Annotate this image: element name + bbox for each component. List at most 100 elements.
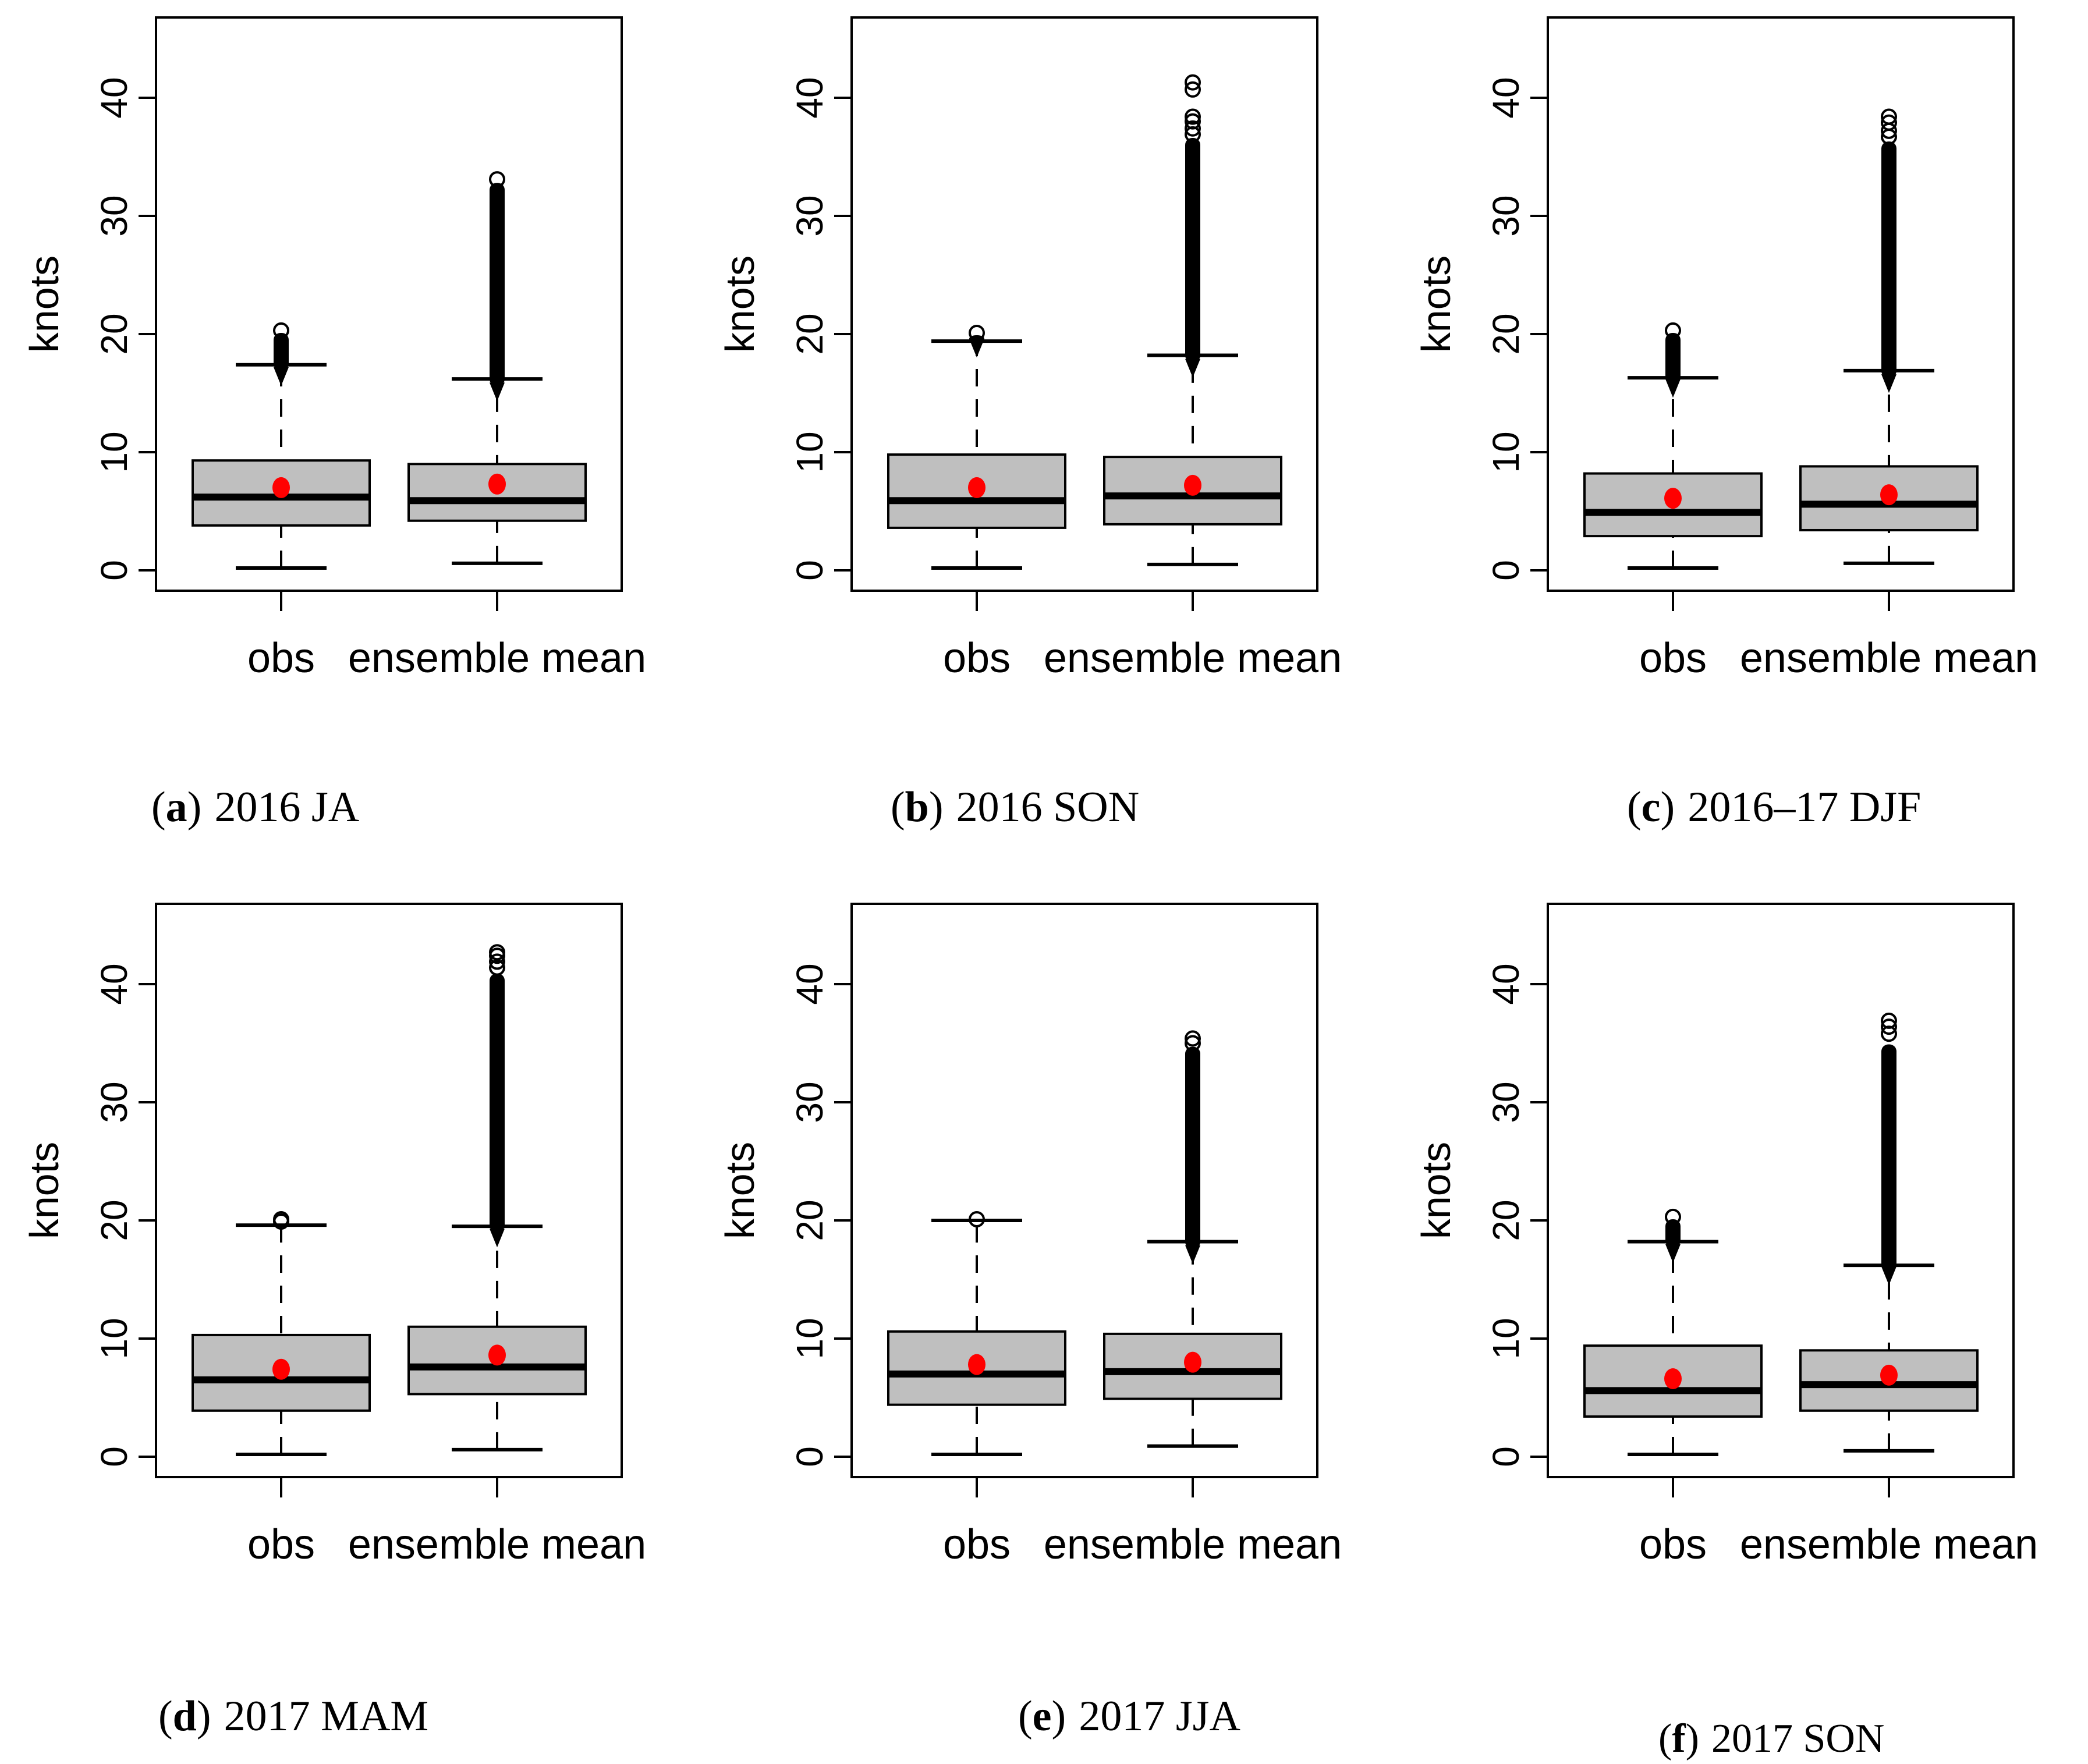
y-axis-label: knots (1413, 1142, 1459, 1239)
mean-dot-obs (1664, 488, 1682, 509)
x-category-label-obs: obs (943, 635, 1011, 682)
mean-dot-ensemble-mean (488, 1344, 506, 1366)
outlier-circle-obs (1665, 322, 1681, 339)
outlier-circle-ensemble-mean (1185, 1035, 1201, 1052)
outlier-band-tip-obs (274, 367, 289, 386)
caption-label: 2017 JJA (1079, 1692, 1240, 1740)
mean-dot-ensemble-mean (1880, 1364, 1898, 1386)
outlier-circle-ensemble-mean (1881, 1012, 1897, 1029)
outlier-circle-obs (969, 324, 985, 341)
caption-panel-b: (b) 2016 SON (696, 725, 1392, 886)
caption-text: (e) 2017 JJA (1018, 1692, 1240, 1740)
x-category-label-obs: obs (1639, 1521, 1707, 1568)
outlier-band-tip-ensemble-mean (490, 382, 505, 402)
caption-paren: ( (891, 783, 905, 831)
outlier-band-ensemble-mean (490, 183, 505, 386)
y-tick-label: 40 (1485, 963, 1527, 1005)
mean-dot-obs (1664, 1368, 1682, 1390)
y-tick-label: 40 (789, 77, 831, 118)
outlier-band-tip-obs (1665, 379, 1681, 398)
y-tick-label: 10 (93, 1318, 135, 1359)
outlier-circle-ensemble-mean (1881, 108, 1897, 125)
panel-f-plot: 0 10 20 30 40 knots obs ensemble mean (1413, 903, 2038, 1568)
y-tick-label: 30 (789, 195, 831, 236)
caption-paren: ( (151, 783, 166, 831)
x-category-label-ensemble-mean: ensemble mean (1044, 1521, 1342, 1568)
caption-paren: ) (196, 1692, 211, 1740)
y-tick-label: 40 (93, 963, 135, 1005)
iqr-box-obs (1583, 1344, 1763, 1418)
x-category-label-obs: obs (1639, 635, 1707, 682)
outlier-circle-obs (969, 1211, 985, 1227)
caption-label: 2017 MAM (224, 1692, 429, 1740)
outlier-band-tip-ensemble-mean (1185, 1245, 1200, 1264)
outlier-band-tip-obs (969, 339, 984, 358)
y-tick-label: 20 (1485, 313, 1527, 354)
caption-label: 2016 SON (956, 783, 1140, 831)
panel-b-plot: 0 10 20 30 40 knots obs ensemble mean (717, 16, 1342, 682)
mean-dot-obs (272, 477, 290, 498)
outlier-band-tip-ensemble-mean (1881, 374, 1896, 393)
outlier-circle-ensemble-mean (1185, 81, 1201, 98)
y-tick-label: 10 (789, 1318, 831, 1359)
caption-paren: ) (1051, 1692, 1066, 1740)
outlier-band-tip-ensemble-mean (490, 1229, 505, 1248)
caption-letter: a (165, 783, 187, 831)
caption-letter: f (1672, 1716, 1686, 1761)
y-axis-label: knots (717, 1142, 763, 1239)
caption-panel-e: (e) 2017 JJA (696, 1611, 1392, 1764)
y-tick-label: 10 (1485, 1318, 1527, 1359)
y-tick-label: 20 (93, 313, 135, 354)
panel-a-plot: 0 10 20 30 40 knots obs ensemble mean (22, 16, 646, 682)
y-tick-label: 30 (93, 195, 135, 236)
outlier-band-ensemble-mean (1881, 1044, 1896, 1270)
y-tick-label: 0 (1485, 1446, 1527, 1467)
caption-letter: e (1032, 1692, 1052, 1740)
panel-e-plot: 0 10 20 30 40 knots obs ensemble mean (717, 903, 1342, 1568)
caption-text: (a) 2016 JA (151, 783, 359, 831)
outlier-circle-ensemble-mean (489, 953, 505, 970)
outlier-circle-ensemble-mean (1185, 74, 1201, 91)
caption-text: (c) 2016–17 DJF (1627, 783, 1921, 831)
x-category-label-obs: obs (943, 1521, 1011, 1568)
caption-paren: ) (1685, 1716, 1699, 1761)
caption-text: (f) 2017 SON (1658, 1716, 1884, 1761)
caption-panel-c: (c) 2016–17 DJF (1392, 725, 2088, 886)
y-tick-label: 30 (93, 1081, 135, 1123)
mean-dot-obs (968, 477, 985, 498)
y-tick-label: 30 (789, 1081, 831, 1123)
outlier-circle-ensemble-mean (1185, 113, 1201, 130)
caption-paren: ) (1660, 783, 1675, 831)
y-tick-label: 40 (93, 77, 135, 118)
mean-dot-obs (272, 1358, 290, 1380)
x-category-label-ensemble-mean: ensemble mean (348, 1521, 646, 1568)
y-tick-label: 30 (1485, 195, 1527, 236)
caption-paren: ( (1627, 783, 1642, 831)
y-axis-label: knots (717, 255, 763, 353)
x-category-label-ensemble-mean: ensemble mean (1740, 635, 2038, 682)
caption-label: 2016–17 DJF (1688, 783, 1922, 831)
outlier-circle-ensemble-mean (1185, 1030, 1201, 1047)
panel-d-plot: 0 10 20 30 40 knots obs ensemble mean (22, 903, 646, 1568)
y-tick-label: 10 (789, 431, 831, 473)
y-tick-label: 20 (789, 313, 831, 354)
outlier-circle-obs (273, 322, 289, 339)
caption-text: (b) 2016 SON (891, 783, 1139, 831)
outlier-band-tip-ensemble-mean (1185, 359, 1200, 378)
y-tick-label: 0 (93, 560, 135, 581)
y-axis-label: knots (22, 255, 67, 353)
outlier-band-tip-ensemble-mean (1881, 1266, 1896, 1286)
mean-dot-ensemble-mean (1184, 1351, 1201, 1373)
x-category-label-ensemble-mean: ensemble mean (1740, 1521, 2038, 1568)
y-tick-label: 20 (1485, 1199, 1527, 1241)
caption-panel-f: (f) 2017 SON (1392, 1611, 2088, 1764)
outlier-circle-ensemble-mean (489, 959, 505, 976)
outlier-circle-ensemble-mean (489, 944, 505, 961)
x-category-label-obs: obs (247, 1521, 315, 1568)
outlier-band-ensemble-mean (1185, 138, 1200, 363)
outlier-band-tip-obs (1665, 1244, 1681, 1263)
outlier-circle-ensemble-mean (1881, 114, 1897, 131)
mean-dot-ensemble-mean (1184, 474, 1201, 496)
y-tick-label: 0 (1485, 560, 1527, 581)
